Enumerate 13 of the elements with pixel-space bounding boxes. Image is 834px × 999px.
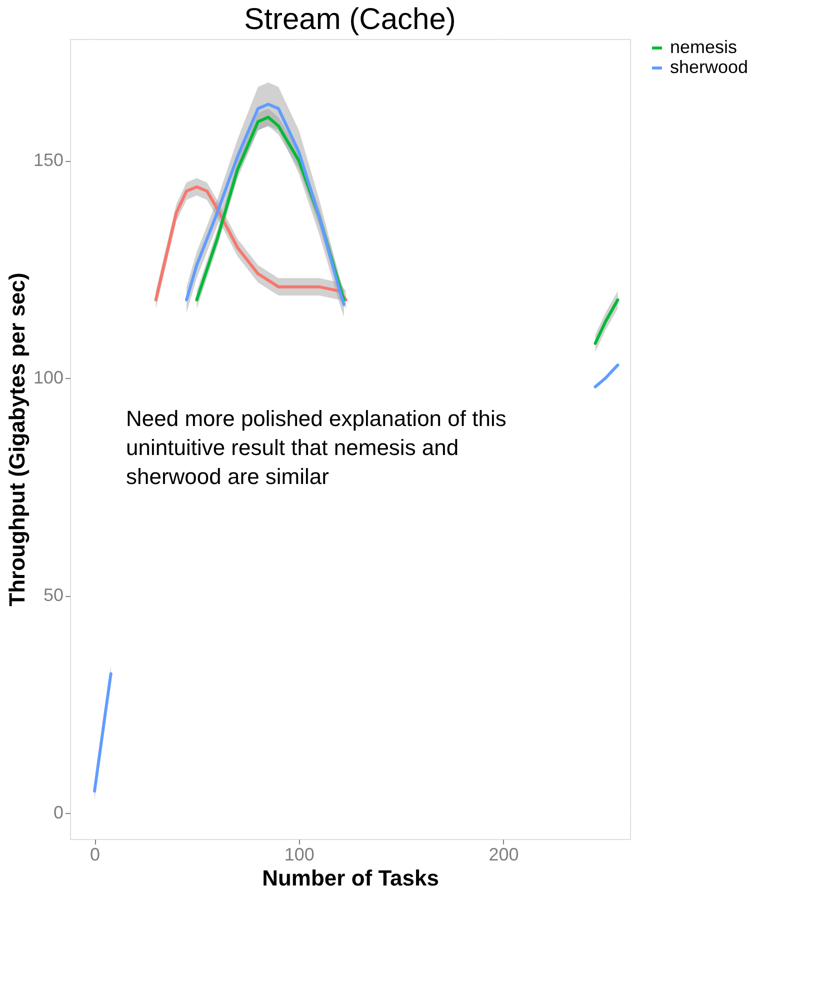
chart-title: Stream (Cache) xyxy=(244,3,456,36)
x-axis-title: Number of Tasks xyxy=(262,866,439,890)
y-tick-label: 50 xyxy=(43,585,64,606)
annotation: Need more polished explanation of this unintuitive result that nemesis and sherwood are similar xyxy=(126,406,506,489)
x-tick-label: 200 xyxy=(488,844,519,864)
x-tick-label: 0 xyxy=(90,844,100,864)
y-tick-label: 100 xyxy=(33,368,64,388)
y-tick-label: 0 xyxy=(53,802,64,822)
y-tick-label: 150 xyxy=(33,150,64,170)
legend-label: sherwood xyxy=(670,57,748,77)
y-axis-title: Throughput (Gigabytes per sec) xyxy=(4,272,30,606)
legend-label: nemesis xyxy=(670,37,738,57)
x-tick-label: 100 xyxy=(284,844,314,864)
